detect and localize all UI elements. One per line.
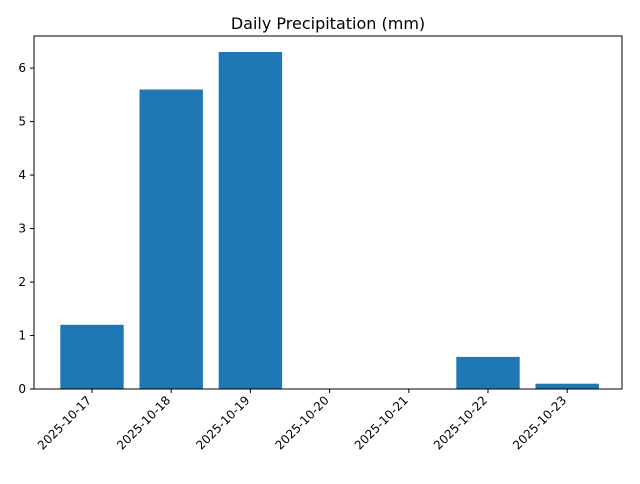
- y-tick-label: 1: [18, 329, 26, 343]
- bar-2025-10-22: [456, 356, 520, 389]
- y-tick-label: 0: [18, 382, 26, 396]
- y-tick-label: 6: [18, 61, 26, 75]
- bar-2025-10-23: [535, 383, 599, 389]
- bar-2025-10-18: [139, 89, 203, 389]
- y-tick-label: 3: [18, 222, 26, 236]
- bar-2025-10-17: [60, 324, 124, 389]
- y-tick-label: 2: [18, 275, 26, 289]
- bars-group: [60, 52, 599, 389]
- chart-title: Daily Precipitation (mm): [231, 14, 425, 33]
- y-tick-label: 5: [18, 115, 26, 129]
- y-tick-label: 4: [18, 168, 26, 182]
- bar-2025-10-19: [218, 52, 283, 389]
- plot-frame: [33, 35, 623, 390]
- y-axis: 0 1 2 3 4 5 6: [18, 61, 34, 396]
